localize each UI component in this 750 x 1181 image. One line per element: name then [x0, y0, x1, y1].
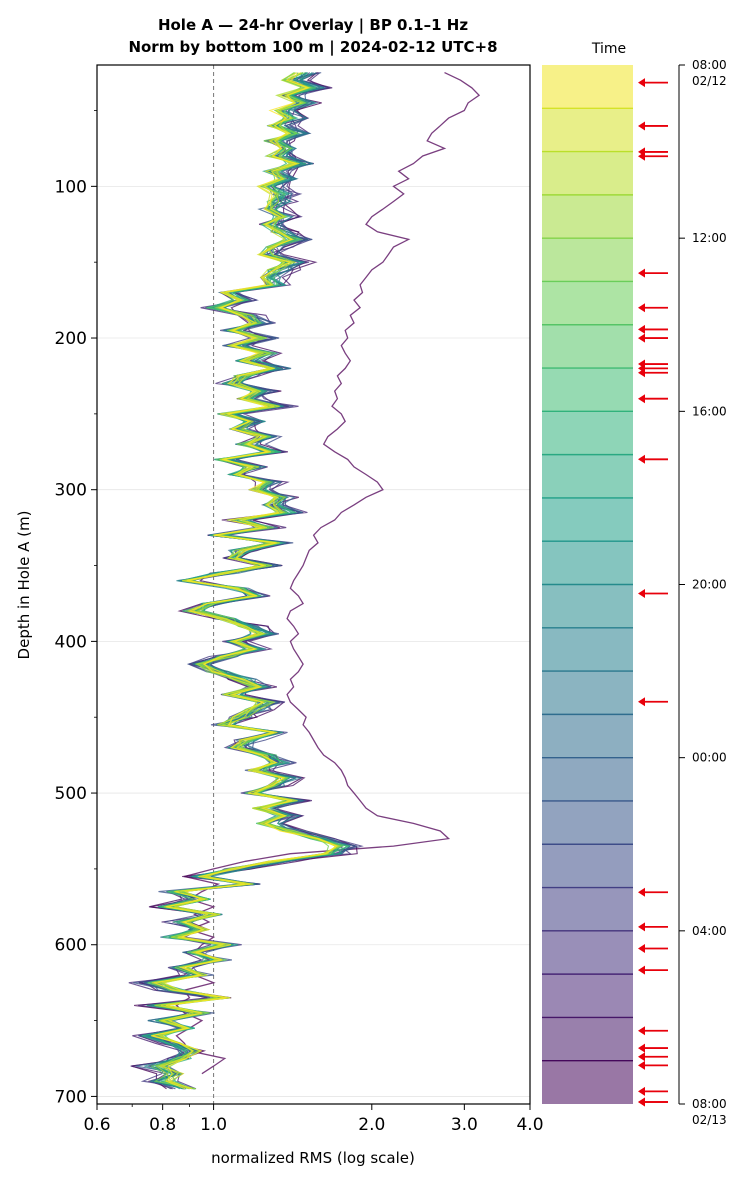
- y-axis-label: Depth in Hole A (m): [15, 511, 33, 660]
- event-arrow-head: [638, 454, 645, 464]
- event-arrow-head: [638, 368, 645, 378]
- colorbar-segment: [542, 497, 633, 542]
- colorbar-tick-label: 20:00: [692, 578, 727, 592]
- colorbar-segment: [542, 411, 633, 455]
- colorbar-tick-label: 08:00: [692, 58, 727, 72]
- colorbar-segment: [542, 714, 633, 758]
- x-tick-label: 0.6: [83, 1115, 110, 1135]
- event-arrow-head: [638, 1060, 645, 1070]
- colorbar-segment: [542, 151, 633, 195]
- colorbar-axis: 08:00 02/12 12:00 16:00 20:00 00:00 04:00 08:00…: [678, 58, 727, 1127]
- colorbar-segment: [542, 368, 633, 412]
- y-tick-label: 400: [55, 632, 87, 652]
- colorbar-segment: [542, 757, 633, 801]
- event-arrow-head: [638, 1052, 645, 1062]
- grid-lines: [97, 185, 530, 1097]
- plot-frame: [96, 64, 531, 1105]
- event-arrow-head: [638, 268, 645, 278]
- event-arrow-head: [638, 887, 645, 897]
- event-arrow-head: [638, 78, 645, 88]
- x-tick-label: 4.0: [516, 1115, 543, 1135]
- y-tick-label: 300: [55, 481, 87, 501]
- series-group: [128, 72, 481, 1090]
- colorbar-segment: [542, 930, 633, 975]
- event-arrow-head: [638, 121, 645, 131]
- y-tick-label: 700: [55, 1087, 87, 1107]
- colorbar-segment: [542, 671, 633, 715]
- event-arrow-head: [638, 1043, 645, 1053]
- colorbar-segment: [542, 65, 633, 109]
- colorbar-segment: [542, 887, 633, 931]
- event-arrow-head: [638, 394, 645, 404]
- series-line-hour: [141, 72, 344, 1090]
- colorbar-tick-label: 02/12: [692, 74, 727, 88]
- colorbar-segment: [542, 1017, 633, 1061]
- y-tick-label: 600: [55, 936, 87, 956]
- colorbar-segment: [542, 454, 633, 498]
- colorbar-segment: [542, 974, 633, 1018]
- colorbar-segment: [542, 844, 633, 888]
- event-arrow-head: [638, 589, 645, 598]
- event-arrow-head: [638, 943, 645, 953]
- chart-title: Hole A — 24-hr Overlay | BP 0.1–1 Hz: [158, 16, 468, 35]
- colorbar-tick-label: 04:00: [692, 924, 727, 938]
- x-tick-label: 0.8: [149, 1115, 176, 1135]
- series-line-outlier: [174, 72, 481, 1075]
- series-line-hour: [152, 72, 338, 1090]
- y-axis: 100 200 300 400 500 600 700: [55, 110, 97, 1107]
- colorbar-tick-label: 12:00: [692, 231, 727, 245]
- event-arrow-head: [638, 1086, 645, 1096]
- event-arrow-head: [638, 151, 645, 161]
- event-arrow-head: [638, 1097, 645, 1107]
- x-tick-label: 2.0: [358, 1115, 385, 1135]
- chart-subtitle: Norm by bottom 100 m | 2024-02-12 UTC+8: [128, 38, 497, 57]
- colorbar-segment: [542, 800, 633, 845]
- y-tick-label: 500: [55, 784, 87, 804]
- colorbar-title: Time: [591, 41, 626, 57]
- event-arrow-head: [638, 333, 645, 343]
- colorbar-segment: [542, 281, 633, 325]
- event-arrow-head: [638, 1026, 645, 1036]
- event-arrow-head: [638, 922, 645, 932]
- colorbar-tick-label: 02/13: [692, 1113, 727, 1127]
- x-axis: 0.6 0.8 1.0 2.0 3.0 4.0: [83, 1104, 544, 1135]
- event-arrow-head: [638, 324, 645, 334]
- x-axis-label: normalized RMS (log scale): [211, 1149, 415, 1167]
- x-tick-label: 3.0: [451, 1115, 478, 1135]
- colorbar-segment: [542, 238, 633, 282]
- colorbar-segment: [542, 541, 633, 585]
- colorbar-segment: [542, 194, 633, 239]
- colorbar-segment: [542, 1060, 633, 1104]
- colorbar-tick-label: 00:00: [692, 751, 727, 765]
- colorbar-tick-label: 16:00: [692, 404, 727, 418]
- event-arrow-head: [638, 303, 645, 313]
- y-tick-label: 200: [55, 329, 87, 349]
- x-tick-label: 1.0: [200, 1115, 227, 1135]
- y-tick-label: 100: [55, 177, 87, 197]
- colorbar-segment: [542, 324, 633, 369]
- event-arrow-head: [638, 965, 645, 975]
- colorbar-segment: [542, 584, 633, 628]
- colorbar-segment: [542, 108, 633, 152]
- colorbar: [542, 65, 633, 1104]
- colorbar-segment: [542, 627, 633, 672]
- event-arrow-head: [638, 697, 645, 707]
- colorbar-tick-label: 08:00: [692, 1097, 727, 1111]
- colorbar-arrows: [638, 78, 668, 1107]
